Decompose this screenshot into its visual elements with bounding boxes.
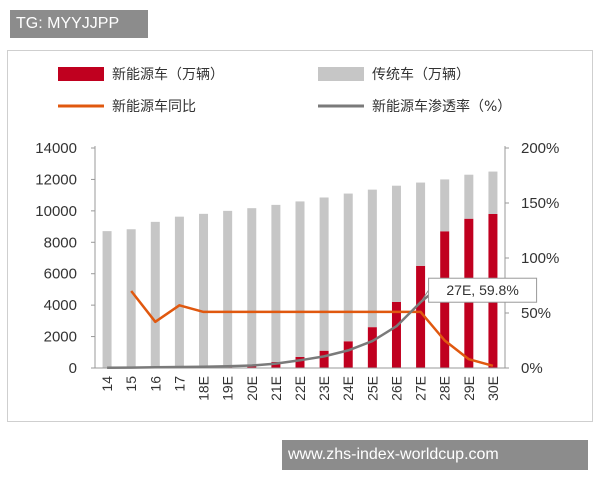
right-tick-label: 150% [521, 195, 559, 212]
legend-label-0: 新能源车（万辆） [112, 66, 224, 83]
bar-nev [367, 327, 377, 368]
right-tick-label: 200% [521, 140, 559, 157]
x-tick-label: 26E [388, 376, 404, 401]
left-tick-label: 10000 [35, 203, 77, 220]
left-tick-label: 0 [69, 360, 77, 377]
x-tick-label: 19E [220, 376, 236, 401]
left-tick-label: 14000 [35, 140, 77, 157]
x-tick-label: 20E [244, 376, 260, 401]
x-tick-label: 14 [99, 376, 115, 392]
x-axis-ticks: 14 15 16 17 18E 19E 20E 21E 22E 23E 24E 25E 26E 27E 28… [99, 376, 501, 401]
bar-traditional [271, 204, 281, 363]
legend-swatch-0 [58, 67, 104, 81]
bar-nev [343, 341, 353, 368]
x-tick-label: 17 [171, 376, 187, 392]
x-tick-label: 22E [292, 376, 308, 401]
bar-traditional [102, 231, 112, 368]
bar-traditional [295, 201, 305, 357]
bar-traditional [343, 193, 353, 342]
callout-label: 27E, 59.8% [446, 282, 518, 298]
bar-traditional [319, 197, 329, 351]
legend-swatch-1 [318, 67, 364, 81]
x-tick-label: 25E [364, 376, 380, 401]
chart-frame [7, 50, 593, 422]
bar-traditional [223, 210, 233, 366]
left-tick-label: 8000 [44, 234, 77, 251]
x-tick-label: 24E [340, 376, 356, 401]
left-axis-ticks: 0 2000 4000 6000 8000 10000 12000 14000 [35, 140, 77, 377]
bar-traditional [391, 185, 401, 302]
bar-traditional [126, 229, 136, 368]
bar-nev [391, 302, 401, 368]
legend-label-3: 新能源车渗透率（%） [372, 98, 511, 115]
nev-yoy-line [130, 290, 494, 368]
left-tick-label: 12000 [35, 171, 77, 188]
bar-nev [295, 357, 305, 368]
bar-traditional [247, 208, 257, 365]
callout: 27E, 59.8% [420, 277, 538, 303]
x-tick-label: 30E [485, 376, 501, 401]
bar-nev [319, 350, 329, 368]
bar-nev [416, 265, 426, 368]
bars [102, 171, 498, 368]
callout-leader [420, 289, 430, 303]
x-tick-label: 21E [268, 376, 284, 401]
right-tick-label: 50% [521, 305, 551, 322]
x-tick-label: 28E [437, 376, 453, 401]
bar-traditional [367, 189, 377, 328]
right-tick-label: 0% [521, 360, 543, 377]
watermark-top: TG: MYYJJPP [10, 10, 148, 38]
bar-nev [271, 362, 281, 368]
right-axis-ticks: 0% 50% 100% 150% 200% [521, 140, 559, 377]
bar-traditional [174, 216, 184, 367]
left-tick-label: 6000 [44, 266, 77, 283]
bar-traditional [440, 179, 450, 232]
x-tick-label: 15 [123, 376, 139, 392]
right-tick-label: 100% [521, 250, 559, 267]
bar-traditional [416, 182, 426, 266]
x-tick-label: 27E [413, 376, 429, 401]
left-tick-label: 2000 [44, 329, 77, 346]
callout-box [428, 277, 538, 303]
bar-traditional [150, 221, 160, 368]
legend-label-1: 传统车（万辆） [372, 66, 470, 83]
bar-traditional [199, 213, 209, 367]
legend: 新能源车（万辆） 传统车（万辆） 新能源车同比 新能源车渗透率（%） [58, 66, 511, 115]
x-tick-label: 29E [461, 376, 477, 401]
bar-traditional [488, 171, 498, 214]
bar-traditional [464, 174, 474, 219]
left-tick-label: 4000 [44, 297, 77, 314]
x-tick-label: 23E [316, 376, 332, 401]
x-tick-label: 18E [196, 376, 212, 401]
watermark-bottom: www.zhs-index-worldcup.com [282, 440, 588, 470]
x-tick-label: 16 [147, 376, 163, 392]
legend-label-2: 新能源车同比 [112, 98, 196, 115]
